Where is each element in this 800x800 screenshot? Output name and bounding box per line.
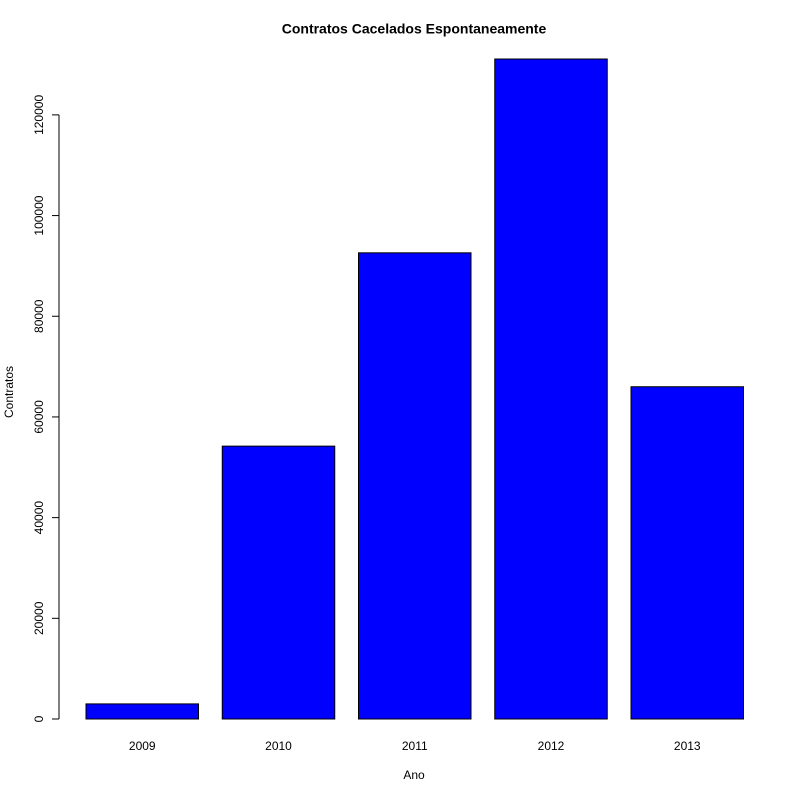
- y-tick-label: 100000: [32, 195, 46, 235]
- y-tick-label: 60000: [32, 400, 46, 434]
- y-tick-label: 120000: [32, 95, 46, 135]
- y-tick-label: 40000: [32, 501, 46, 535]
- bar: [85, 703, 199, 720]
- x-tick-label: 2011: [402, 739, 428, 753]
- bar: [630, 386, 744, 720]
- chart-title: Contratos Cacelados Espontaneamente: [282, 21, 547, 37]
- x-tick-label: 2012: [538, 739, 565, 753]
- bar: [494, 58, 608, 720]
- y-axis-label: Contratos: [2, 366, 16, 418]
- x-tick-label: 2010: [265, 739, 292, 753]
- x-tick-label: 2013: [674, 739, 701, 753]
- y-tick-label: 20000: [32, 601, 46, 635]
- bar: [358, 252, 472, 720]
- bar: [221, 445, 336, 720]
- y-tick-label: 80000: [32, 299, 46, 333]
- x-tick-label: 2009: [129, 739, 156, 753]
- y-tick-label: 0: [32, 715, 46, 722]
- x-axis-label: Ano: [403, 768, 425, 782]
